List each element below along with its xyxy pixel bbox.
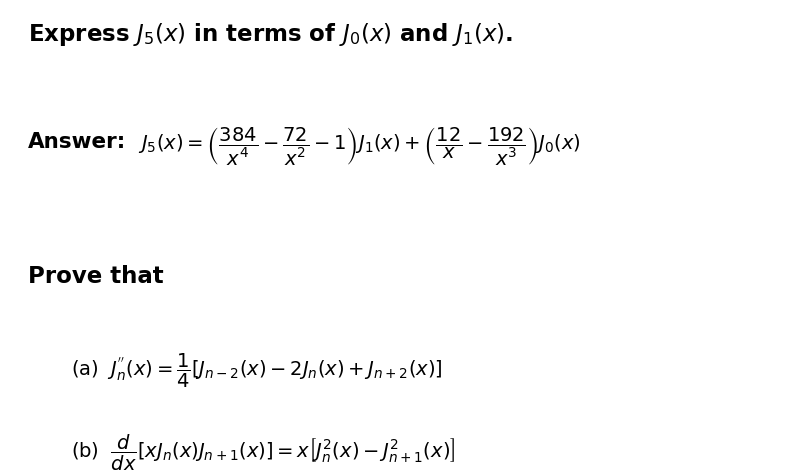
Text: (a)  $J_n^{''}(x) = \dfrac{1}{4}\left[J_{n-2}(x) - 2J_n(x) + J_{n+2}(x)\right]$: (a) $J_n^{''}(x) = \dfrac{1}{4}\left[J_{… <box>71 352 443 390</box>
Text: (b)  $\dfrac{d}{dx}\left[xJ_n(x)J_{n+1}(x)\right] = x\left[J_n^2(x) - J_{n+1}^2(: (b) $\dfrac{d}{dx}\left[xJ_n(x)J_{n+1}(x… <box>71 433 455 473</box>
Text: Prove that: Prove that <box>28 265 163 288</box>
Text: Express $J_5(x)$ in terms of $J_0(x)$ and $J_1(x)$.: Express $J_5(x)$ in terms of $J_0(x)$ an… <box>28 21 512 48</box>
Text: Answer:: Answer: <box>28 132 126 152</box>
Text: $J_5(x) = \left(\dfrac{384}{x^4} - \dfrac{72}{x^2} - 1\right)J_1(x) + \left(\dfr: $J_5(x) = \left(\dfrac{384}{x^4} - \dfra… <box>138 125 581 167</box>
